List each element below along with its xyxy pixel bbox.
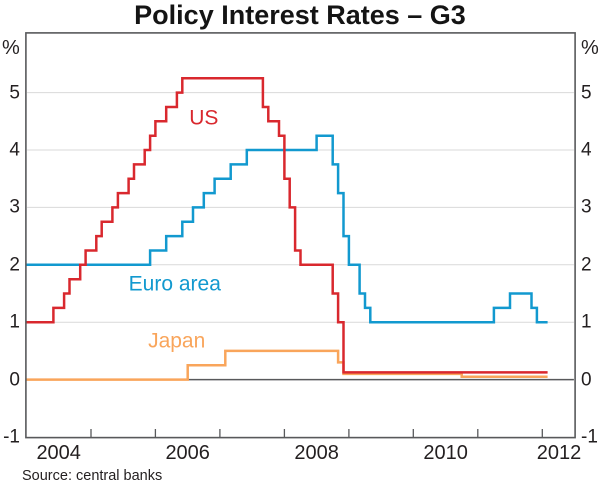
series-label-euro-area: Euro area [128, 272, 221, 296]
y-tick-label-right-3: 3 [581, 196, 592, 218]
series-line-euro-area [26, 134, 548, 324]
y-tick-label-left-2: 2 [9, 254, 20, 276]
x-tick-label-2010: 2010 [423, 442, 468, 464]
y-tick-label-left-1: 1 [9, 311, 20, 333]
series-label-us: US [189, 106, 219, 130]
y-axis-unit-left: % [2, 37, 20, 59]
source-note: Source: central banks [22, 468, 163, 484]
x-tick-label-2004: 2004 [36, 442, 81, 464]
y-tick-label-left-4: 4 [9, 139, 20, 161]
y-tick-label-left-0: 0 [9, 369, 20, 391]
y-tick-label-right-4: 4 [581, 139, 592, 161]
series-line-us [26, 77, 548, 374]
y-tick-label-right-2: 2 [581, 254, 592, 276]
y-tick-label-left-3: 3 [9, 196, 20, 218]
y-tick-label-right-0: 0 [581, 369, 592, 391]
series-line-japan [26, 349, 548, 381]
y-tick-label-right--1: -1 [581, 426, 598, 448]
y-tick-label-left-5: 5 [9, 82, 20, 104]
plot-frame [25, 32, 576, 439]
y-tick-label-left--1: -1 [3, 426, 20, 448]
x-tick-label-2012: 2012 [536, 442, 582, 464]
y-tick-label-right-5: 5 [581, 82, 592, 104]
x-tick-label-2006: 2006 [165, 442, 210, 464]
y-axis-unit-right: % [581, 37, 599, 59]
x-tick-label-2008: 2008 [294, 442, 339, 464]
series-label-japan: Japan [148, 329, 206, 353]
y-tick-label-right-1: 1 [581, 311, 592, 333]
chart-title: Policy Interest Rates – G3 [134, 0, 466, 30]
